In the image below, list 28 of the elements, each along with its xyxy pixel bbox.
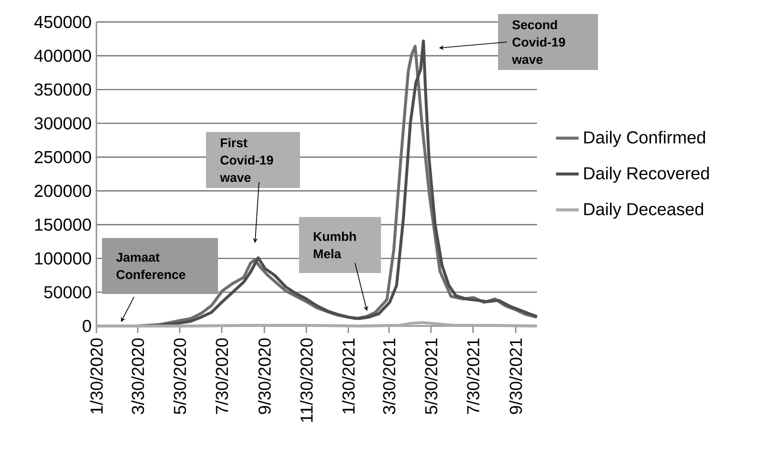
legend-label: Daily Deceased	[584, 202, 704, 219]
y-tick-label: 200000	[34, 184, 92, 198]
y-tick-label: 0	[82, 320, 92, 332]
x-tick-label: 11/30/2020	[300, 338, 313, 422]
x-tick-label: 7/30/2020	[215, 338, 228, 414]
annotation: Kumbh Mela	[314, 232, 356, 258]
y-tick-label: 150000	[35, 218, 92, 231]
annotation: Jamaat Conference	[116, 252, 186, 280]
y-tick-label: 350000	[34, 83, 92, 96]
x-tick-label: 3/30/2020	[131, 338, 144, 414]
annotation: First Covid-19 wave	[220, 138, 274, 182]
x-tick-label: 9/30/2020	[258, 338, 271, 414]
y-tick-label: 300000	[34, 117, 92, 130]
y-tick-label: 50000	[44, 286, 92, 298]
y-tick-label: 400000	[34, 50, 92, 62]
y-tick-label: 450000	[34, 16, 92, 28]
x-tick-label: 1/30/2021	[342, 338, 355, 414]
legend-label: Daily Recovered	[584, 166, 709, 183]
x-tick-label: 5/30/2021	[424, 338, 438, 414]
x-tick-label: 1/30/2020	[90, 338, 103, 414]
y-tick-label: 100000	[35, 252, 92, 265]
x-tick-label: 3/30/2021	[382, 338, 396, 414]
y-tick-label: 250000	[34, 150, 92, 164]
x-tick-label: 9/30/2021	[509, 338, 522, 414]
x-tick-label: 7/30/2021	[466, 338, 480, 414]
annotation: Second Covid-19 wave	[512, 20, 566, 64]
x-tick-label: 5/30/2020	[173, 338, 186, 414]
legend-label: Daily Confirmed	[584, 130, 705, 147]
